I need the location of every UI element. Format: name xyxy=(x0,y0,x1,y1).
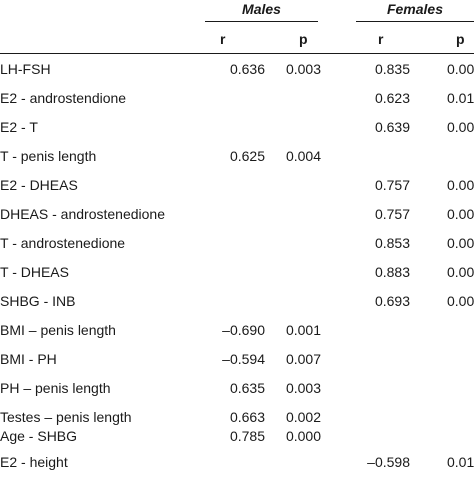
table-row: T - androstenedione 0.853 0.000 xyxy=(0,233,474,260)
female-p-cell: 0.000 xyxy=(447,61,474,77)
female-p-cell: 0.000 xyxy=(447,206,474,222)
row-label: BMI - PH xyxy=(0,351,57,367)
table-row: Age - SHBG 0.785 0.000 xyxy=(0,426,474,453)
table-row: E2 - T 0.639 0.008 xyxy=(0,117,474,144)
col-header-males-r: r xyxy=(220,31,226,47)
male-p-cell: 0.003 xyxy=(285,61,321,77)
female-r-cell: 0.835 xyxy=(374,61,410,77)
table-row: T - penis length 0.625 0.004 xyxy=(0,146,474,173)
male-r-cell: 0.785 xyxy=(229,428,265,444)
row-label: BMI – penis length xyxy=(0,322,116,338)
group-underline-males xyxy=(205,21,318,22)
female-r-cell: 0.883 xyxy=(374,264,410,280)
female-r-cell: 0.623 xyxy=(374,90,410,106)
male-r-cell: 0.635 xyxy=(229,380,265,396)
female-r-cell: –0.598 xyxy=(367,454,410,470)
row-label: E2 - androstendione xyxy=(0,90,127,106)
table-row: SHBG - INB 0.693 0.003 xyxy=(0,291,474,318)
male-p-cell: 0.007 xyxy=(285,351,321,367)
row-label: T - penis length xyxy=(0,148,97,164)
female-r-cell: 0.639 xyxy=(374,119,410,135)
row-label: T - androstenedione xyxy=(0,235,126,251)
group-underline-females xyxy=(356,21,474,22)
table-row: PH – penis length 0.635 0.003 xyxy=(0,378,474,405)
male-r-cell: 0.625 xyxy=(229,148,265,164)
group-header-females: Females xyxy=(386,1,444,17)
col-header-females-r: r xyxy=(378,31,384,47)
row-label: SHBG - INB xyxy=(0,293,76,309)
row-label: Testes – penis length xyxy=(0,409,132,425)
male-p-cell: 0.000 xyxy=(285,428,321,444)
female-p-cell: 0.000 xyxy=(447,235,474,251)
male-p-cell: 0.003 xyxy=(285,380,321,396)
row-label: LH-FSH xyxy=(0,61,51,77)
male-p-cell: 0.004 xyxy=(285,148,321,164)
table-row: BMI - PH –0.594 0.007 xyxy=(0,349,474,376)
table-row: E2 - androstendione 0.623 0.01 xyxy=(0,88,474,115)
col-header-males-p: p xyxy=(299,31,308,47)
male-p-cell: 0.002 xyxy=(285,409,321,425)
female-p-cell: 0.01 xyxy=(447,90,474,106)
table-row: Testes – penis length 0.663 0.002 xyxy=(0,407,474,434)
female-r-cell: 0.757 xyxy=(374,206,410,222)
female-r-cell: 0.853 xyxy=(374,235,410,251)
row-label: PH – penis length xyxy=(0,380,111,396)
row-label: E2 - height xyxy=(0,454,68,470)
female-p-cell: 0.012 xyxy=(447,454,474,470)
female-p-cell: 0.008 xyxy=(447,119,474,135)
male-r-cell: –0.690 xyxy=(222,322,265,338)
row-label: E2 - T xyxy=(0,119,38,135)
female-p-cell: 0.000 xyxy=(447,264,474,280)
table-row: BMI – penis length –0.690 0.001 xyxy=(0,320,474,347)
female-p-cell: 0.000 xyxy=(447,177,474,193)
group-header-males: Males xyxy=(242,1,281,17)
male-r-cell: –0.594 xyxy=(222,351,265,367)
female-r-cell: 0.693 xyxy=(374,293,410,309)
female-r-cell: 0.757 xyxy=(374,177,410,193)
row-label: E2 - DHEAS xyxy=(0,177,78,193)
table-row: LH-FSH 0.636 0.003 0.835 0.000 xyxy=(0,59,474,86)
male-p-cell: 0.001 xyxy=(285,322,321,338)
table-row: DHEAS - androstenedione 0.757 0.000 xyxy=(0,204,474,231)
male-r-cell: 0.636 xyxy=(229,61,265,77)
col-header-females-p: p xyxy=(456,31,465,47)
table-row: E2 - DHEAS 0.757 0.000 xyxy=(0,175,474,202)
row-label: DHEAS - androstenedione xyxy=(0,206,165,222)
row-label: T - DHEAS xyxy=(0,264,69,280)
female-p-cell: 0.003 xyxy=(447,293,474,309)
header-divider xyxy=(0,53,474,54)
male-r-cell: 0.663 xyxy=(229,409,265,425)
row-label: Age - SHBG xyxy=(0,428,78,444)
table-row: E2 - height –0.598 0.012 xyxy=(0,452,474,479)
table-row: T - DHEAS 0.883 0.000 xyxy=(0,262,474,289)
